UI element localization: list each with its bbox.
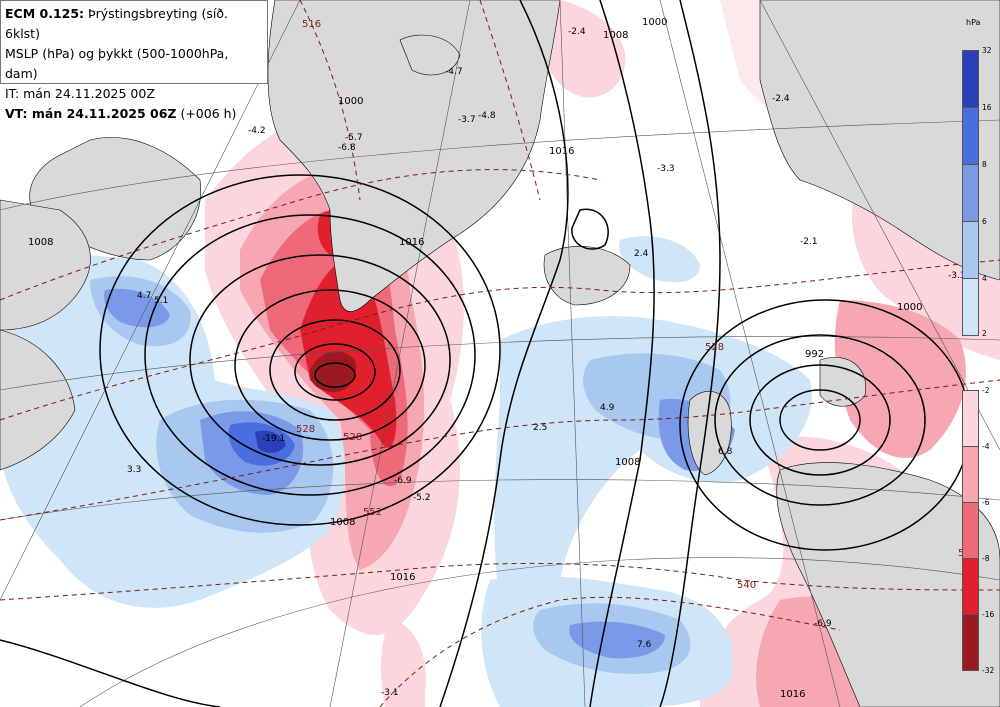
europe-mainland	[776, 462, 1000, 707]
baffin	[0, 199, 91, 331]
thickness-label: 540	[737, 580, 756, 591]
colorbar-cell	[962, 165, 979, 222]
svalbard	[399, 34, 461, 76]
colorbar-cell	[962, 447, 979, 503]
colorbar-tick: 32	[982, 46, 992, 55]
colorbar-cell	[962, 279, 979, 336]
thickness-label: 528	[343, 432, 362, 443]
pc-label: 4.7	[137, 291, 151, 301]
map-labels: -4.7 -2.4 -4.8 -5.7 -4.2 -3.7 -6.8 -2.4 …	[28, 17, 977, 700]
valid-time: VT: mán 24.11.2025 06Z	[5, 106, 177, 121]
forecast-hour: (+006 h)	[176, 106, 237, 121]
model-name: ECM 0.125:	[5, 6, 85, 21]
isobar-label: 992	[805, 349, 824, 360]
colorbar-tick: -6	[982, 498, 990, 507]
colorbar-cell	[962, 51, 979, 108]
isobar-label: 1016	[780, 689, 805, 700]
pc-label: -4.8	[478, 111, 496, 121]
british-isles	[687, 391, 732, 476]
isobar-label: 1008	[330, 517, 355, 528]
pc-label: -5.7	[345, 133, 363, 143]
isobar-label: 1008	[615, 457, 640, 468]
colorbar-tick: -2	[982, 386, 990, 395]
isobars	[0, 0, 971, 707]
thickness-label: 552	[363, 507, 382, 518]
colorbar-tick: -32	[982, 666, 995, 675]
isobar-label: 1016	[549, 146, 574, 157]
isobar-label: 1000	[338, 96, 363, 107]
map-title-box: ECM 0.125: Þrýstingsbreyting (síð. 6klst…	[0, 0, 268, 121]
pc-label: 3.3	[127, 465, 141, 475]
product-name: Þrýstingsbreyting (síð. 6klst)	[5, 6, 228, 41]
pc-label: -5.2	[413, 493, 431, 503]
pc-label: -4.7	[445, 67, 463, 77]
pc-label: 6.8	[718, 447, 733, 457]
thickness-label: 528	[296, 424, 315, 435]
pc-label: -3.3	[948, 271, 966, 281]
pc-label: 7.6	[637, 640, 652, 650]
greenland	[267, 0, 561, 312]
colorbar-unit: hPa	[966, 18, 981, 27]
title-line-2: MSLP (hPa) og þykkt (500-1000hPa, dam)	[5, 46, 229, 81]
colorbar-tick: -8	[982, 554, 990, 563]
pc-label: -4.2	[248, 126, 266, 136]
colorbar-negative	[962, 390, 979, 671]
iceland	[543, 245, 631, 306]
colorbar-cell	[962, 559, 979, 615]
colorbar-tick: 4	[982, 274, 987, 283]
title-line-4: VT: mán 24.11.2025 06Z (+006 h)	[5, 104, 263, 124]
norway-coast	[759, 0, 1000, 281]
pc-label: -3.1	[381, 688, 399, 698]
pc-label: 5.1	[154, 296, 168, 306]
pc-label: 4.9	[600, 403, 615, 413]
labrador	[0, 329, 76, 471]
thickness-label: 528	[705, 342, 724, 353]
colorbar-cell	[962, 391, 979, 447]
init-time: IT: mán 24.11.2025 00Z	[5, 86, 155, 101]
isobar-label: 1016	[390, 572, 415, 583]
colorbar-tick: -4	[982, 442, 990, 451]
pc-label: 2.4	[634, 249, 649, 259]
colorbar-tick: 6	[982, 217, 987, 226]
isobar-label: 1016	[399, 237, 424, 248]
pc-label: -2.4	[568, 27, 586, 37]
pc-label: -6.8	[338, 143, 356, 153]
pc-label: -6.9	[394, 476, 412, 486]
pc-label: -2.4	[772, 94, 790, 104]
colorbar-cell	[962, 615, 979, 671]
pc-label: -3.3	[657, 164, 675, 174]
thickness-label: 516	[302, 19, 321, 30]
isobar-label: 1000	[642, 17, 667, 28]
pc-label: -6.9	[814, 619, 832, 629]
colorbar-cell	[962, 222, 979, 279]
colorbar-cell	[962, 108, 979, 165]
pc-label: -2.1	[800, 237, 818, 247]
colorbar-tick: 2	[982, 329, 987, 338]
title-line-1: ECM 0.125: Þrýstingsbreyting (síð. 6klst…	[5, 4, 263, 44]
pc-label: -19.1	[262, 434, 285, 444]
colorbar-tick: 8	[982, 160, 987, 169]
isobar-label: 1000	[897, 302, 922, 313]
colorbar-cell	[962, 503, 979, 559]
pc-label: 2.5	[533, 423, 547, 433]
colorbar-tick: 16	[982, 103, 992, 112]
colorbar-positive	[962, 50, 979, 336]
colorbar-tick: -16	[982, 610, 995, 619]
isobar-label: 1008	[28, 237, 53, 248]
isobar-label: 1008	[603, 30, 628, 41]
pc-label: -3.7	[458, 115, 476, 125]
scandinavia-south	[819, 357, 867, 407]
